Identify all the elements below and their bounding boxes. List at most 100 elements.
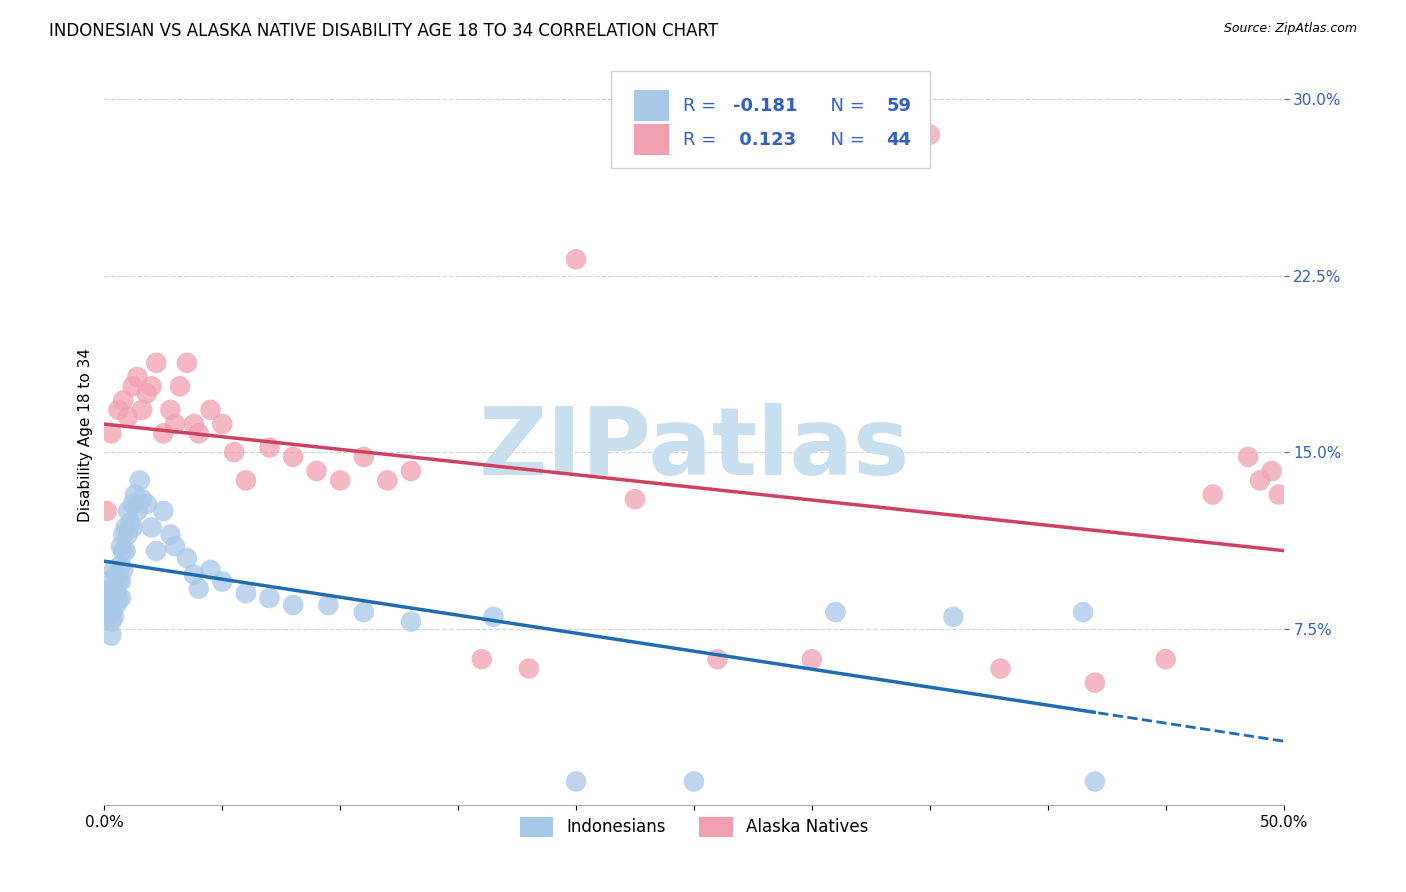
Point: [121, 497, 143, 511]
Point: [128, 474, 150, 488]
Point: [159, 527, 181, 541]
Point: [990, 662, 1012, 676]
Point: [187, 582, 209, 596]
Point: [1249, 474, 1271, 488]
Text: R =: R =: [683, 96, 723, 114]
Text: INDONESIAN VS ALASKA NATIVE DISABILITY AGE 18 TO 34 CORRELATION CHART: INDONESIAN VS ALASKA NATIVE DISABILITY A…: [49, 22, 718, 40]
Point: [145, 544, 167, 558]
Point: [800, 652, 823, 666]
Point: [399, 464, 422, 478]
Point: [482, 610, 505, 624]
Point: [107, 591, 129, 605]
Point: [141, 379, 163, 393]
Point: [131, 402, 153, 417]
Point: [100, 582, 122, 596]
Point: [918, 128, 941, 142]
Point: [110, 539, 132, 553]
Point: [112, 563, 135, 577]
Point: [1237, 450, 1260, 464]
Point: [98, 591, 121, 605]
Point: [259, 441, 281, 455]
Point: [281, 450, 304, 464]
Point: [96, 610, 118, 624]
Point: [211, 417, 233, 431]
Point: [112, 393, 135, 408]
Point: [112, 527, 135, 541]
Point: [305, 464, 328, 478]
Point: [329, 474, 352, 488]
Point: [110, 558, 132, 573]
Point: [117, 527, 139, 541]
Point: [96, 504, 118, 518]
Point: [127, 504, 149, 518]
Point: [145, 356, 167, 370]
Point: [318, 598, 340, 612]
Point: [105, 586, 128, 600]
Point: [353, 605, 375, 619]
Point: [176, 356, 198, 370]
Point: [377, 474, 399, 488]
Point: [1084, 774, 1107, 789]
Point: [117, 504, 139, 518]
Point: [281, 598, 304, 612]
Point: [100, 629, 122, 643]
Point: [1202, 487, 1225, 501]
Point: [259, 591, 281, 605]
Text: 44: 44: [886, 130, 911, 149]
Point: [1268, 487, 1291, 501]
Point: [131, 492, 153, 507]
Point: [683, 774, 706, 789]
Point: [105, 598, 128, 612]
Point: [152, 504, 174, 518]
Bar: [634, 124, 669, 155]
Text: R =: R =: [683, 130, 723, 149]
Text: N =: N =: [818, 96, 870, 114]
Point: [159, 402, 181, 417]
Point: [211, 574, 233, 589]
Point: [135, 386, 157, 401]
Point: [187, 426, 209, 441]
Text: Source: ZipAtlas.com: Source: ZipAtlas.com: [1223, 22, 1357, 36]
Point: [112, 544, 135, 558]
Point: [105, 567, 128, 582]
Point: [127, 370, 149, 384]
Text: ZIPatlas: ZIPatlas: [478, 403, 910, 495]
Point: [235, 474, 257, 488]
Point: [200, 402, 222, 417]
Point: [176, 551, 198, 566]
Text: -0.181: -0.181: [733, 96, 797, 114]
Point: [200, 563, 222, 577]
Point: [103, 591, 125, 605]
Point: [624, 492, 647, 507]
Point: [98, 574, 121, 589]
Point: [121, 520, 143, 534]
Bar: [634, 90, 669, 121]
Point: [103, 563, 125, 577]
FancyBboxPatch shape: [612, 71, 929, 168]
Point: [100, 605, 122, 619]
Point: [942, 610, 965, 624]
Point: [107, 574, 129, 589]
Y-axis label: Disability Age 18 to 34: Disability Age 18 to 34: [79, 348, 93, 522]
Point: [110, 591, 132, 605]
Point: [1154, 652, 1177, 666]
Point: [353, 450, 375, 464]
Point: [824, 605, 846, 619]
Point: [165, 539, 187, 553]
Point: [471, 652, 494, 666]
Point: [235, 586, 257, 600]
Point: [100, 615, 122, 629]
Legend: Indonesians, Alaska Natives: Indonesians, Alaska Natives: [512, 809, 876, 845]
Point: [107, 402, 129, 417]
Point: [124, 487, 146, 501]
Point: [706, 652, 728, 666]
Point: [141, 520, 163, 534]
Point: [98, 598, 121, 612]
Point: [222, 445, 245, 459]
Point: [1084, 675, 1107, 690]
Text: N =: N =: [818, 130, 870, 149]
Point: [103, 610, 125, 624]
Point: [152, 426, 174, 441]
Point: [165, 417, 187, 431]
Point: [565, 252, 588, 267]
